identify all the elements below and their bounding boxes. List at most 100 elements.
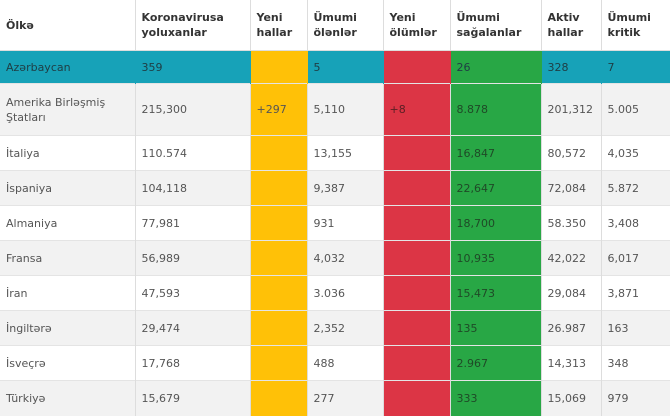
cell-cases: 359 (135, 50, 251, 84)
header-cases[interactable]: Koronavirusa yoluxanlar (135, 0, 251, 51)
table-header-row: Ölkə Koronavirusa yoluxanlar Yeni hallar… (0, 0, 670, 51)
cell-new-cases (250, 50, 308, 84)
cell-deaths: 9,387 (307, 170, 384, 206)
cell-country[interactable]: İngiltərə (0, 310, 136, 346)
cell-active: 42,022 (541, 240, 602, 276)
header-critical[interactable]: Ümumi kritik (601, 0, 670, 51)
cell-recovered: 26 (450, 50, 542, 84)
cell-cases: 29,474 (135, 310, 251, 346)
table-row: İngiltərə 29,474 2,352 135 26.987 163 (0, 310, 670, 346)
table-row: Amerika Birləşmiş Ştatları 215,300 +297 5,1… (0, 83, 670, 136)
cell-active: 14,313 (541, 345, 602, 381)
cell-cases: 110.574 (135, 135, 251, 171)
cell-deaths: 5 (307, 50, 384, 84)
cell-recovered: 22,647 (450, 170, 542, 206)
cell-country[interactable]: İspaniya (0, 170, 136, 206)
header-active[interactable]: Aktiv hallar (541, 0, 602, 51)
cell-deaths: 2,352 (307, 310, 384, 346)
cell-country[interactable]: Azərbaycan (0, 50, 136, 84)
cell-cases: 17,768 (135, 345, 251, 381)
table-row: Almaniya 77,981 931 18,700 58.350 3,408 (0, 205, 670, 241)
cell-cases: 47,593 (135, 275, 251, 311)
table-row: İsveçrə 17,768 488 2.967 14,313 348 (0, 345, 670, 381)
cell-new-cases (250, 205, 308, 241)
cell-recovered: 10,935 (450, 240, 542, 276)
header-new-deaths[interactable]: Yeni ölümlər (383, 0, 451, 51)
cell-cases: 104,118 (135, 170, 251, 206)
cell-new-deaths (383, 205, 451, 241)
cell-deaths: 3.036 (307, 275, 384, 311)
cell-new-cases (250, 240, 308, 276)
table-row: İran 47,593 3.036 15,473 29,084 3,871 (0, 275, 670, 311)
cell-new-cases (250, 380, 308, 416)
cell-critical: 7 (601, 50, 670, 84)
cell-active: 26.987 (541, 310, 602, 346)
cell-deaths: 488 (307, 345, 384, 381)
table-row: Fransa 56,989 4,032 10,935 42,022 6,017 (0, 240, 670, 276)
cell-critical: 5.872 (601, 170, 670, 206)
cell-new-cases (250, 170, 308, 206)
cell-deaths: 277 (307, 380, 384, 416)
cell-critical: 979 (601, 380, 670, 416)
cell-new-cases (250, 310, 308, 346)
cell-new-deaths (383, 50, 451, 84)
cell-critical: 348 (601, 345, 670, 381)
cell-country[interactable]: İsveçrə (0, 345, 136, 381)
cell-country[interactable]: İran (0, 275, 136, 311)
cell-deaths: 4,032 (307, 240, 384, 276)
cell-critical: 5.005 (601, 83, 670, 136)
cell-active: 58.350 (541, 205, 602, 241)
cell-new-deaths: +8 (383, 83, 451, 136)
cell-critical: 3,408 (601, 205, 670, 241)
table-row: İspaniya 104,118 9,387 22,647 72,084 5.872 (0, 170, 670, 206)
cell-country[interactable]: Amerika Birləşmiş Ştatları (0, 83, 136, 136)
cell-recovered: 135 (450, 310, 542, 346)
cell-new-cases: +297 (250, 83, 308, 136)
cell-critical: 4,035 (601, 135, 670, 171)
cell-critical: 163 (601, 310, 670, 346)
cell-deaths: 5,110 (307, 83, 384, 136)
header-deaths[interactable]: Ümumi ölənlər (307, 0, 384, 51)
header-recovered[interactable]: Ümumi sağalanlar (450, 0, 542, 51)
cell-deaths: 931 (307, 205, 384, 241)
cell-recovered: 15,473 (450, 275, 542, 311)
cell-new-deaths (383, 170, 451, 206)
cell-active: 201,312 (541, 83, 602, 136)
cell-country[interactable]: Türkiyə (0, 380, 136, 416)
cell-recovered: 16,847 (450, 135, 542, 171)
cell-new-deaths (383, 240, 451, 276)
cell-new-cases (250, 345, 308, 381)
cell-cases: 56,989 (135, 240, 251, 276)
cell-active: 328 (541, 50, 602, 84)
table-row: Türkiyə 15,679 277 333 15,069 979 (0, 380, 670, 416)
cell-recovered: 8.878 (450, 83, 542, 136)
cell-new-cases (250, 275, 308, 311)
cell-deaths: 13,155 (307, 135, 384, 171)
cell-active: 80,572 (541, 135, 602, 171)
cell-country[interactable]: İtaliya (0, 135, 136, 171)
header-new-cases[interactable]: Yeni hallar (250, 0, 308, 51)
cell-new-deaths (383, 345, 451, 381)
cell-active: 15,069 (541, 380, 602, 416)
table-body: Azərbaycan 359 5 26 328 7 Amerika Birləşmiş Şt… (0, 50, 670, 416)
cell-cases: 15,679 (135, 380, 251, 416)
cell-recovered: 2.967 (450, 345, 542, 381)
table-row: Azərbaycan 359 5 26 328 7 (0, 50, 670, 84)
cell-active: 72,084 (541, 170, 602, 206)
cell-country[interactable]: Fransa (0, 240, 136, 276)
cell-new-deaths (383, 310, 451, 346)
cell-active: 29,084 (541, 275, 602, 311)
cell-cases: 215,300 (135, 83, 251, 136)
cell-country[interactable]: Almaniya (0, 205, 136, 241)
header-country[interactable]: Ölkə (0, 0, 136, 51)
cell-recovered: 18,700 (450, 205, 542, 241)
cell-new-deaths (383, 380, 451, 416)
cell-critical: 3,871 (601, 275, 670, 311)
cell-new-deaths (383, 275, 451, 311)
cell-recovered: 333 (450, 380, 542, 416)
cell-new-cases (250, 135, 308, 171)
cell-new-deaths (383, 135, 451, 171)
table-row: İtaliya 110.574 13,155 16,847 80,572 4,035 (0, 135, 670, 171)
